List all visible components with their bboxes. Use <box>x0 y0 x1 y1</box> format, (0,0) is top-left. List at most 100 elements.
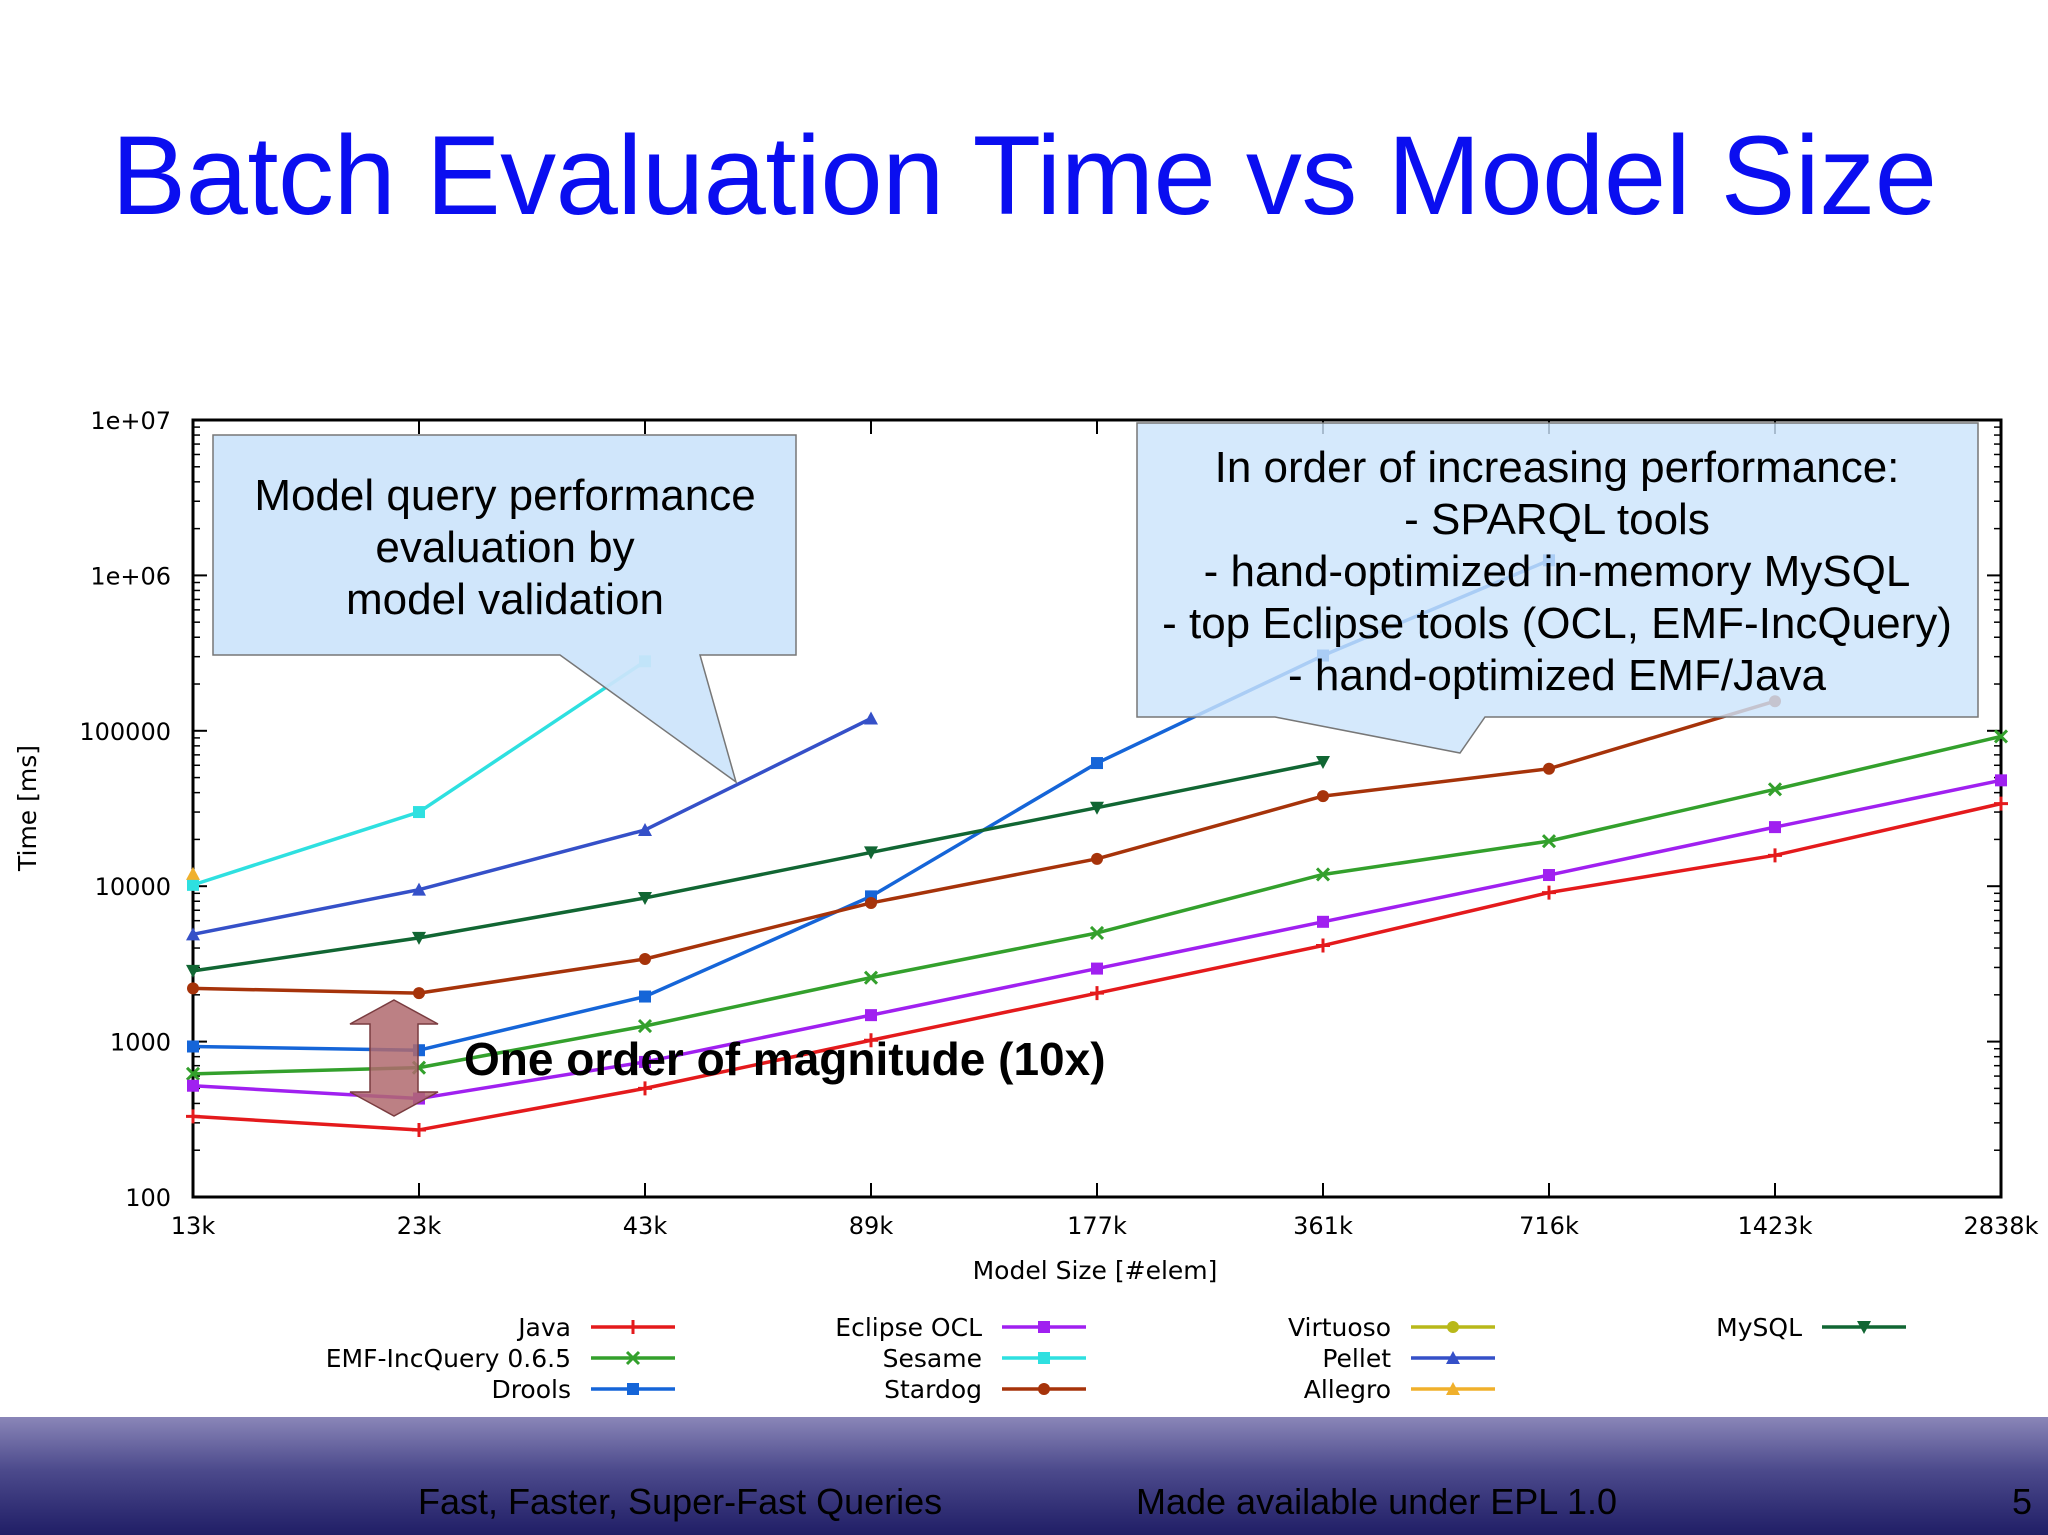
series-line-mysql <box>192 760 1324 973</box>
data-point-eclipse-ocl <box>187 1079 199 1092</box>
y-tick-label: 1e+07 <box>90 407 171 435</box>
data-point-eclipse-ocl <box>1091 962 1103 975</box>
data-point-stardog <box>1091 852 1103 865</box>
data-point-java <box>864 1033 878 1048</box>
footer-bar: Fast, Faster, Super-Fast Queries Made av… <box>0 1417 2048 1535</box>
data-point-pellet <box>638 822 652 836</box>
right-callout-shape <box>1136 422 1979 754</box>
legend-label: Drools <box>491 1375 571 1404</box>
legend-item-emf-incquery-0-6-5: EMF-IncQuery 0.6.5 <box>326 1344 675 1373</box>
series-stardog <box>187 695 1781 1000</box>
legend-label: Virtuoso <box>1288 1313 1391 1342</box>
right-callout-line-2: - SPARQL tools <box>1404 495 1710 544</box>
legend-item-stardog: Stardog <box>884 1375 1086 1404</box>
x-tick-label: 361k <box>1293 1212 1353 1240</box>
data-point-stardog <box>639 953 651 966</box>
data-point-java <box>186 1109 200 1124</box>
data-point-emf-incquery-0-6-5 <box>1767 782 1783 797</box>
y-tick-label: 1000 <box>110 1029 171 1057</box>
legend-item-java: Java <box>516 1313 675 1342</box>
legend-swatch-marker <box>1447 1321 1459 1333</box>
magnitude-arrow <box>349 999 439 1117</box>
footer-license: Made available under EPL 1.0 <box>1136 1481 1617 1522</box>
data-point-emf-incquery-0-6-5 <box>1089 925 1105 941</box>
data-point-emf-incquery-0-6-5 <box>185 1066 201 1081</box>
legend-swatch-marker <box>1038 1383 1050 1395</box>
y-tick-label: 100000 <box>79 718 171 746</box>
left-callout-line-1: Model query performance <box>254 471 755 520</box>
chart: 13k 23k 43k 89k 177k 361k 716k 1423k 2838k 100 10… <box>13 407 2039 1404</box>
x-tick-label: 716k <box>1519 1212 1579 1240</box>
x-axis-title: Model Size [#elem] <box>973 1256 1218 1285</box>
data-point-eclipse-ocl <box>1317 915 1329 928</box>
data-point-java <box>1542 885 1556 900</box>
y-axis-title: Time [ms] <box>13 745 42 872</box>
legend-swatch-marker <box>626 1320 640 1334</box>
data-point-eclipse-ocl <box>1543 869 1555 882</box>
page-number: 5 <box>2011 1481 2032 1522</box>
right-callout-line-5: - hand-optimized EMF/Java <box>1288 651 1827 700</box>
data-point-stardog <box>413 987 425 1000</box>
data-point-java <box>1768 848 1782 863</box>
x-tick-label: 89k <box>849 1212 894 1240</box>
series-emf-incquery-0-6-5 <box>185 729 2009 1081</box>
x-tick-label: 13k <box>171 1212 216 1240</box>
x-tick-label: 43k <box>623 1212 668 1240</box>
left-callout-line-3: model validation <box>346 575 664 624</box>
magnitude-label: One order of magnitude (10x) <box>464 1033 1106 1085</box>
legend-item-sesame: Sesame <box>883 1344 1086 1373</box>
y-tick-label: 1e+06 <box>90 562 171 590</box>
x-tick-label: 23k <box>397 1212 442 1240</box>
legend-item-virtuoso: Virtuoso <box>1288 1313 1495 1342</box>
legend-item-allegro: Allegro <box>1304 1375 1495 1404</box>
right-callout-line-3: - hand-optimized in-memory MySQL <box>1204 547 1911 596</box>
data-point-emf-incquery-0-6-5 <box>1993 729 2009 744</box>
left-callout: Model query performance evaluation by mo… <box>212 434 797 784</box>
data-point-drools <box>187 1040 199 1053</box>
data-point-eclipse-ocl <box>1769 821 1781 834</box>
legend-label: Stardog <box>884 1375 982 1404</box>
data-point-stardog <box>1317 790 1329 803</box>
legend-swatch-marker <box>1038 1352 1050 1364</box>
data-point-mysql <box>638 891 652 905</box>
series-line-pellet <box>192 716 872 937</box>
data-point-stardog <box>187 982 199 995</box>
data-point-drools <box>1091 757 1103 770</box>
data-point-pellet <box>864 711 878 725</box>
legend-item-drools: Drools <box>491 1375 675 1404</box>
data-point-emf-incquery-0-6-5 <box>1315 867 1331 882</box>
data-point-pellet <box>412 882 426 896</box>
legend-label: EMF-IncQuery 0.6.5 <box>326 1344 571 1373</box>
data-point-sesame <box>187 878 199 891</box>
data-point-eclipse-ocl <box>865 1009 877 1022</box>
data-point-mysql <box>1316 755 1330 769</box>
legend-swatch-marker <box>625 1350 641 1366</box>
series-line-stardog <box>192 699 1776 995</box>
data-point-java <box>412 1122 426 1137</box>
legend-label: Allegro <box>1304 1375 1391 1404</box>
data-point-mysql <box>412 931 426 945</box>
legend-label: Java <box>516 1313 571 1342</box>
data-point-eclipse-ocl <box>1995 774 2007 787</box>
footer-title: Fast, Faster, Super-Fast Queries <box>418 1481 943 1522</box>
data-point-java <box>638 1081 652 1096</box>
right-callout-line-4: - top Eclipse tools (OCL, EMF-IncQuery) <box>1162 599 1952 648</box>
series-allegro <box>186 866 200 880</box>
legend-label: Pellet <box>1322 1344 1391 1373</box>
series-java <box>186 796 2008 1137</box>
legend-label: Sesame <box>883 1344 982 1373</box>
y-tick-label: 10000 <box>95 873 171 901</box>
data-point-java <box>1090 986 1104 1001</box>
legend-swatch-marker <box>1446 1382 1460 1395</box>
data-point-sesame <box>413 806 425 819</box>
x-tick-label: 1423k <box>1738 1212 1813 1240</box>
data-point-java <box>1994 796 2008 811</box>
data-point-java <box>1316 938 1330 953</box>
left-callout-line-2: evaluation by <box>375 523 634 572</box>
legend-swatch-marker <box>627 1383 639 1395</box>
x-tick-label: 2838k <box>1964 1212 2039 1240</box>
legend-item-pellet: Pellet <box>1322 1344 1495 1373</box>
legend-label: MySQL <box>1716 1313 1802 1342</box>
data-point-emf-incquery-0-6-5 <box>637 1018 653 1034</box>
right-callout-line-1: In order of increasing performance: <box>1215 443 1900 492</box>
